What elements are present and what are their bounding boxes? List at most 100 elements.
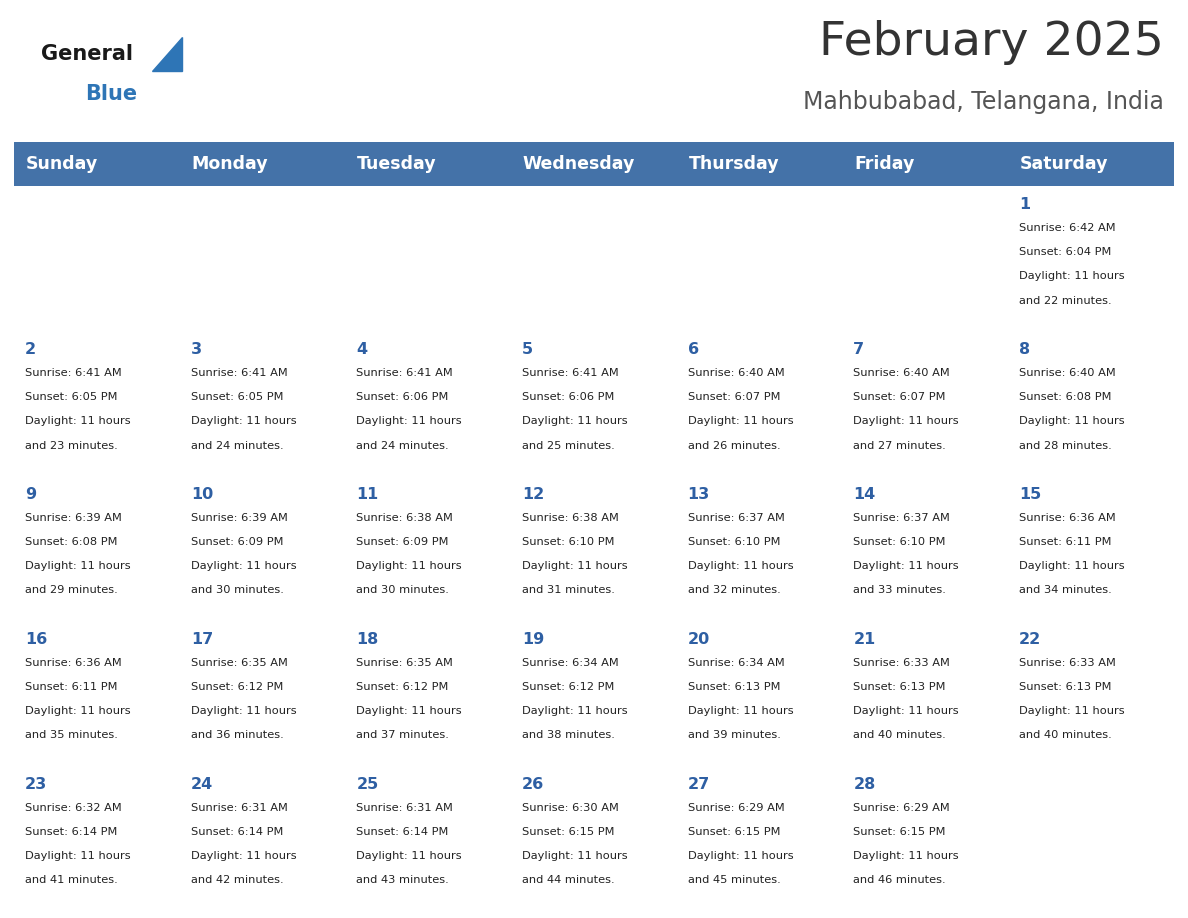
Text: 3: 3: [191, 342, 202, 357]
Text: Blue: Blue: [86, 84, 138, 104]
Text: 15: 15: [1019, 487, 1041, 502]
Text: Sunrise: 6:36 AM: Sunrise: 6:36 AM: [25, 657, 122, 667]
Text: 10: 10: [191, 487, 213, 502]
Text: Daylight: 11 hours: Daylight: 11 hours: [522, 851, 627, 861]
Text: and 29 minutes.: and 29 minutes.: [25, 586, 118, 596]
Text: Daylight: 11 hours: Daylight: 11 hours: [853, 561, 959, 571]
Text: Sunset: 6:12 PM: Sunset: 6:12 PM: [191, 682, 283, 692]
Polygon shape: [152, 37, 182, 71]
Text: Sunset: 6:14 PM: Sunset: 6:14 PM: [356, 827, 449, 836]
Text: Sunset: 6:07 PM: Sunset: 6:07 PM: [853, 392, 946, 402]
Text: and 37 minutes.: and 37 minutes.: [356, 730, 449, 740]
Text: Monday: Monday: [191, 155, 268, 174]
Text: Daylight: 11 hours: Daylight: 11 hours: [356, 561, 462, 571]
Text: 13: 13: [688, 487, 710, 502]
Text: 24: 24: [191, 777, 213, 792]
Text: Sunrise: 6:31 AM: Sunrise: 6:31 AM: [191, 802, 287, 812]
Text: Sunset: 6:08 PM: Sunset: 6:08 PM: [1019, 392, 1112, 402]
Text: Daylight: 11 hours: Daylight: 11 hours: [25, 417, 131, 426]
Text: 7: 7: [853, 342, 865, 357]
Text: 26: 26: [522, 777, 544, 792]
Text: 19: 19: [522, 632, 544, 647]
Text: Daylight: 11 hours: Daylight: 11 hours: [688, 706, 794, 716]
Text: and 28 minutes.: and 28 minutes.: [1019, 441, 1112, 451]
Text: Sunrise: 6:41 AM: Sunrise: 6:41 AM: [25, 368, 122, 378]
Text: and 30 minutes.: and 30 minutes.: [356, 586, 449, 596]
Text: Daylight: 11 hours: Daylight: 11 hours: [25, 851, 131, 861]
Text: Sunset: 6:05 PM: Sunset: 6:05 PM: [25, 392, 118, 402]
Text: and 36 minutes.: and 36 minutes.: [191, 730, 284, 740]
Text: Sunrise: 6:29 AM: Sunrise: 6:29 AM: [853, 802, 950, 812]
Text: Sunrise: 6:41 AM: Sunrise: 6:41 AM: [191, 368, 287, 378]
Text: Daylight: 11 hours: Daylight: 11 hours: [191, 561, 296, 571]
Text: and 39 minutes.: and 39 minutes.: [688, 730, 781, 740]
Text: and 33 minutes.: and 33 minutes.: [853, 586, 946, 596]
Text: Daylight: 11 hours: Daylight: 11 hours: [522, 561, 627, 571]
Text: Daylight: 11 hours: Daylight: 11 hours: [688, 417, 794, 426]
Text: Sunset: 6:06 PM: Sunset: 6:06 PM: [522, 392, 614, 402]
Text: Sunrise: 6:42 AM: Sunrise: 6:42 AM: [1019, 223, 1116, 233]
Text: Sunrise: 6:35 AM: Sunrise: 6:35 AM: [191, 657, 287, 667]
Text: 18: 18: [356, 632, 379, 647]
Text: Daylight: 11 hours: Daylight: 11 hours: [25, 561, 131, 571]
Text: Sunset: 6:05 PM: Sunset: 6:05 PM: [191, 392, 283, 402]
Text: Daylight: 11 hours: Daylight: 11 hours: [688, 561, 794, 571]
Text: Daylight: 11 hours: Daylight: 11 hours: [356, 417, 462, 426]
Text: Thursday: Thursday: [688, 155, 779, 174]
Text: February 2025: February 2025: [820, 20, 1164, 65]
Text: Sunrise: 6:41 AM: Sunrise: 6:41 AM: [356, 368, 453, 378]
Text: Sunrise: 6:34 AM: Sunrise: 6:34 AM: [522, 657, 619, 667]
Text: and 46 minutes.: and 46 minutes.: [853, 875, 946, 885]
Text: Daylight: 11 hours: Daylight: 11 hours: [853, 417, 959, 426]
Text: 4: 4: [356, 342, 367, 357]
Text: Sunset: 6:12 PM: Sunset: 6:12 PM: [522, 682, 614, 692]
Text: Sunrise: 6:40 AM: Sunrise: 6:40 AM: [853, 368, 950, 378]
Text: and 24 minutes.: and 24 minutes.: [356, 441, 449, 451]
Text: Sunset: 6:07 PM: Sunset: 6:07 PM: [688, 392, 781, 402]
Text: Sunset: 6:10 PM: Sunset: 6:10 PM: [688, 537, 781, 547]
Text: Wednesday: Wednesday: [523, 155, 636, 174]
Text: Daylight: 11 hours: Daylight: 11 hours: [191, 417, 296, 426]
Text: Friday: Friday: [854, 155, 915, 174]
Text: Sunset: 6:10 PM: Sunset: 6:10 PM: [522, 537, 614, 547]
Text: 14: 14: [853, 487, 876, 502]
Text: 25: 25: [356, 777, 379, 792]
Text: and 27 minutes.: and 27 minutes.: [853, 441, 946, 451]
Text: Sunset: 6:08 PM: Sunset: 6:08 PM: [25, 537, 118, 547]
Text: 22: 22: [1019, 632, 1041, 647]
Text: Sunset: 6:15 PM: Sunset: 6:15 PM: [688, 827, 781, 836]
Text: 2: 2: [25, 342, 36, 357]
Text: 12: 12: [522, 487, 544, 502]
Text: Sunrise: 6:31 AM: Sunrise: 6:31 AM: [356, 802, 454, 812]
Text: Sunset: 6:11 PM: Sunset: 6:11 PM: [1019, 537, 1112, 547]
Text: Sunday: Sunday: [26, 155, 99, 174]
Text: Daylight: 11 hours: Daylight: 11 hours: [522, 417, 627, 426]
Text: Daylight: 11 hours: Daylight: 11 hours: [522, 706, 627, 716]
Text: 1: 1: [1019, 197, 1030, 212]
Text: Sunset: 6:12 PM: Sunset: 6:12 PM: [356, 682, 449, 692]
Text: and 30 minutes.: and 30 minutes.: [191, 586, 284, 596]
Text: and 24 minutes.: and 24 minutes.: [191, 441, 284, 451]
Text: Daylight: 11 hours: Daylight: 11 hours: [853, 706, 959, 716]
Text: Sunrise: 6:36 AM: Sunrise: 6:36 AM: [1019, 513, 1116, 522]
Text: 28: 28: [853, 777, 876, 792]
Text: Sunset: 6:09 PM: Sunset: 6:09 PM: [191, 537, 283, 547]
Text: Sunrise: 6:39 AM: Sunrise: 6:39 AM: [191, 513, 287, 522]
Text: Daylight: 11 hours: Daylight: 11 hours: [1019, 561, 1125, 571]
Text: Daylight: 11 hours: Daylight: 11 hours: [25, 706, 131, 716]
Text: and 42 minutes.: and 42 minutes.: [191, 875, 284, 885]
Text: and 41 minutes.: and 41 minutes.: [25, 875, 118, 885]
Text: 8: 8: [1019, 342, 1030, 357]
Text: Sunset: 6:04 PM: Sunset: 6:04 PM: [1019, 247, 1111, 257]
Text: Daylight: 11 hours: Daylight: 11 hours: [688, 851, 794, 861]
Text: Daylight: 11 hours: Daylight: 11 hours: [356, 851, 462, 861]
Text: Sunrise: 6:38 AM: Sunrise: 6:38 AM: [522, 513, 619, 522]
Text: 6: 6: [688, 342, 699, 357]
Text: and 35 minutes.: and 35 minutes.: [25, 730, 118, 740]
Text: and 22 minutes.: and 22 minutes.: [1019, 296, 1112, 306]
Text: and 38 minutes.: and 38 minutes.: [522, 730, 615, 740]
Text: and 25 minutes.: and 25 minutes.: [522, 441, 614, 451]
Text: 17: 17: [191, 632, 213, 647]
Text: Sunrise: 6:35 AM: Sunrise: 6:35 AM: [356, 657, 454, 667]
Text: Sunrise: 6:34 AM: Sunrise: 6:34 AM: [688, 657, 784, 667]
